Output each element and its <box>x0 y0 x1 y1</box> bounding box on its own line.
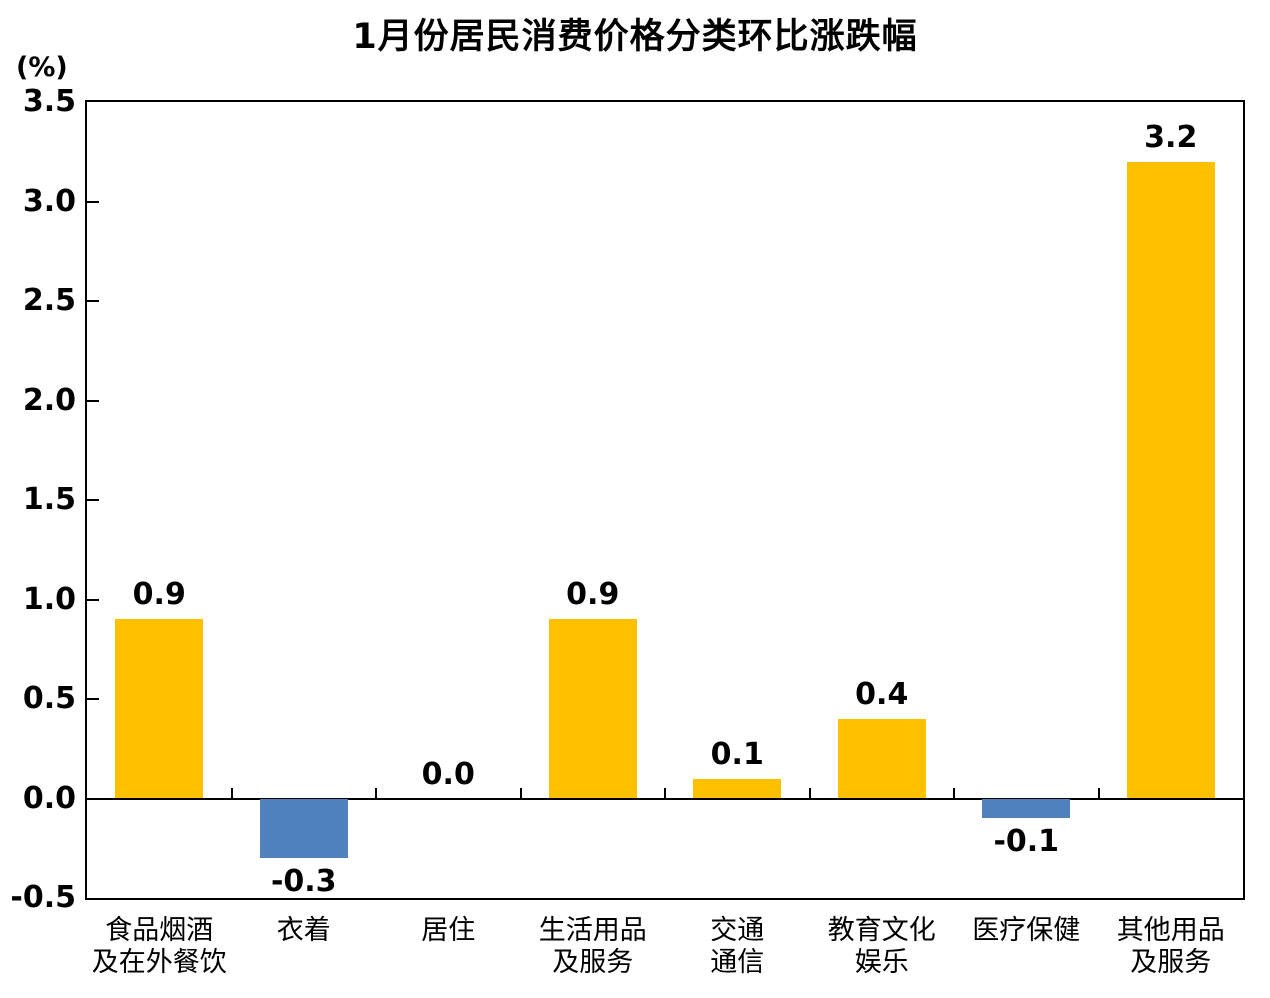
bar <box>115 619 204 799</box>
y-tick-mark <box>87 399 99 402</box>
x-category-label-line: 食品烟酒 <box>105 915 214 945</box>
x-tick-mark <box>953 787 955 799</box>
y-tick-mark <box>87 499 99 501</box>
bar-value-label: -0.1 <box>993 824 1060 860</box>
x-category-label: 生活用品 及服务 <box>498 914 688 978</box>
y-axis-label: -0.5 <box>10 880 76 915</box>
bar-value-label: 0.9 <box>566 577 620 613</box>
x-tick-mark <box>664 787 666 799</box>
bar <box>982 798 1071 819</box>
x-category-label-line: 及服务 <box>1130 947 1212 977</box>
x-category-label: 居住 <box>353 914 543 946</box>
bar <box>1126 161 1215 799</box>
x-category-label: 交通 通信 <box>642 914 832 978</box>
x-category-label-line: 交通 <box>710 915 765 945</box>
y-axis-label: 2.0 <box>22 382 76 418</box>
bar-value-label: -0.3 <box>270 864 337 900</box>
x-tick-mark <box>519 787 522 799</box>
y-axis-label: 2.5 <box>22 283 76 318</box>
y-axis-label: 1.0 <box>22 581 76 617</box>
bar-value-label: 0.1 <box>710 736 764 772</box>
x-category-label-line: 居住 <box>421 915 476 945</box>
y-axis-label: 3.0 <box>22 183 76 219</box>
y-axis-label: 0.5 <box>22 681 76 716</box>
x-category-label: 食品烟酒 及在外餐饮 <box>64 914 254 978</box>
zero-line <box>87 797 1243 800</box>
y-axis-label: 1.5 <box>22 482 76 517</box>
x-category-label-line: 其他用品 <box>1116 915 1225 945</box>
chart-title: 1月份居民消费价格分类环比涨跌幅 <box>352 17 918 57</box>
y-tick-mark <box>87 200 99 203</box>
bar <box>548 619 637 799</box>
x-tick-mark <box>808 787 811 799</box>
x-tick-mark <box>1097 787 1100 799</box>
bar-value-label: 3.2 <box>1144 119 1198 155</box>
x-category-label-line: 娱乐 <box>854 947 909 977</box>
bar-value-label: 0.4 <box>855 676 909 712</box>
x-category-label: 衣着 <box>209 914 399 946</box>
y-axis-unit-label: (%) <box>16 52 68 83</box>
x-category-label: 教育文化 娱乐 <box>787 914 977 978</box>
y-tick-mark <box>87 300 99 302</box>
bar-value-label: 0.9 <box>132 577 186 613</box>
x-category-label: 其他用品 及服务 <box>1076 914 1266 978</box>
x-category-label-line: 通信 <box>710 947 765 977</box>
x-category-label-line: 教育文化 <box>827 915 936 945</box>
x-category-label-line: 及服务 <box>552 947 634 977</box>
y-tick-mark <box>87 598 99 601</box>
plot-area: 0.9 -0.3 0.0 0.9 0.1 0.4 -0.1 3.2 <box>85 100 1245 900</box>
bar <box>259 798 348 859</box>
y-axis-label: 3.5 <box>22 84 76 119</box>
y-axis-label: 0.0 <box>22 780 76 816</box>
x-category-label-line: 及在外餐饮 <box>91 947 227 977</box>
x-category-label-line: 衣着 <box>276 915 331 945</box>
x-category-label-line: 医疗保健 <box>972 915 1081 945</box>
x-tick-mark <box>375 787 377 799</box>
bar-value-label: 0.0 <box>421 756 475 792</box>
x-tick-mark <box>230 787 233 799</box>
bar <box>837 718 926 799</box>
x-category-label: 医疗保健 <box>931 914 1121 946</box>
x-category-label-line: 生活用品 <box>538 915 647 945</box>
y-tick-mark <box>87 698 99 700</box>
bar <box>693 778 782 799</box>
